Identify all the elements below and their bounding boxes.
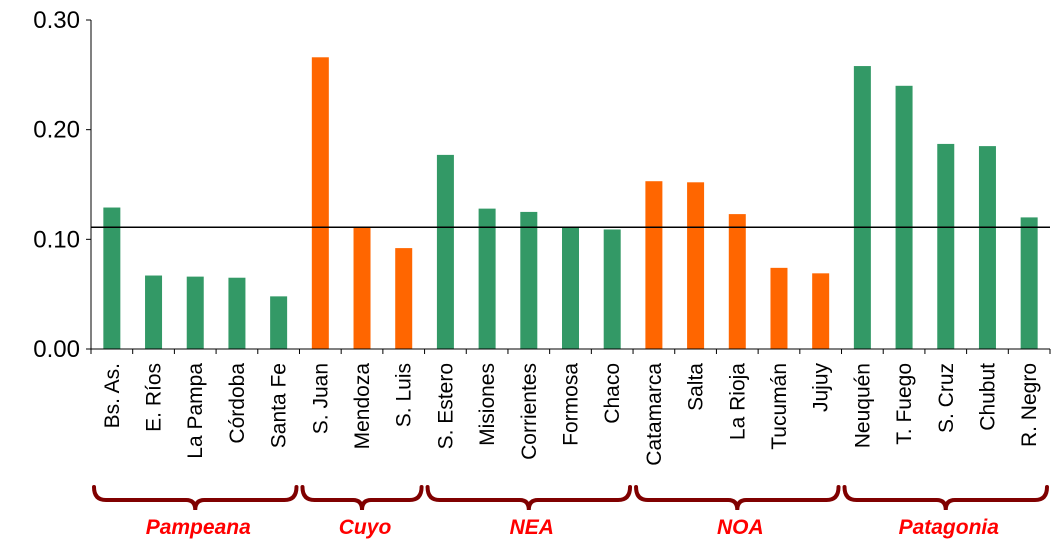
bar: [562, 227, 579, 349]
bars: [103, 57, 1038, 350]
x-tick-label: La Rioja: [726, 363, 749, 440]
region-brace: [842, 485, 1049, 511]
bar: [687, 182, 705, 349]
x-tick-label: Formosa: [560, 363, 583, 446]
region-label: Patagonia: [899, 516, 1000, 539]
x-tick-label: Jujuy: [810, 363, 833, 413]
bar: [978, 146, 996, 349]
x-tick-label: E. Ríos: [143, 363, 166, 432]
bar: [520, 211, 538, 349]
x-tick-label: Salta: [685, 363, 708, 411]
bar: [603, 229, 621, 349]
x-axis: Bs. As. E. Ríos La Pampa Córdoba Santa Fe S. …: [90, 348, 1051, 466]
bar: [395, 248, 413, 349]
y-tick-label: 0.30: [33, 7, 80, 34]
region-brace: [425, 485, 633, 511]
region-label: NEA: [510, 516, 554, 539]
region-brace: [634, 485, 841, 511]
bar: [145, 275, 163, 349]
x-tick-label: Chubut: [976, 363, 999, 431]
x-tick-label: S. Estero: [434, 363, 457, 449]
bar: [311, 57, 329, 349]
x-tick-label: S. Cruz: [935, 363, 958, 433]
region-label: Pampeana: [146, 516, 251, 539]
x-tick-label: Santa Fe: [268, 363, 291, 448]
bar: [728, 214, 746, 349]
x-tick-label: Mendoza: [351, 363, 374, 450]
region-brace: [92, 485, 299, 511]
x-tick-label: Córdoba: [226, 363, 249, 444]
bar: [812, 273, 830, 349]
x-tick-label: S. Juan: [309, 363, 332, 434]
bar: [270, 296, 288, 349]
y-axis: 0.00 0.10 0.20 0.30: [33, 7, 92, 363]
bar: [228, 277, 246, 349]
y-tick-label: 0.00: [33, 336, 80, 363]
x-tick-label: Bs. As.: [101, 363, 124, 428]
x-tick-label: La Pampa: [184, 363, 207, 459]
bar: [186, 276, 204, 349]
region-label: NOA: [717, 516, 764, 539]
y-tick-label: 0.20: [33, 117, 80, 144]
region-brace: [300, 485, 424, 511]
bar: [1020, 217, 1038, 349]
x-tick-label: R. Negro: [1018, 363, 1041, 447]
bar: [353, 227, 371, 349]
x-tick-label: Tucumán: [768, 363, 791, 450]
bar: [478, 208, 496, 349]
x-tick-label: S. Luis: [393, 363, 416, 427]
x-tick-label: Chaco: [601, 363, 624, 424]
x-tick-label: Neuquén: [851, 363, 874, 448]
y-tick-label: 0.10: [33, 226, 80, 253]
region-label: Cuyo: [339, 516, 392, 539]
bar: [853, 66, 871, 349]
x-tick-label: Corrientes: [518, 363, 541, 460]
bar: [895, 85, 913, 350]
x-tick-label: Catamarca: [643, 363, 666, 466]
bar: [645, 181, 663, 349]
region-groups: Pampeana Cuyo NEA NOA Patagonia: [92, 485, 1049, 539]
x-tick-label: Misiones: [476, 363, 499, 446]
bar: [436, 154, 454, 349]
x-tick-label: T. Fuego: [893, 363, 916, 445]
bar: [770, 267, 788, 349]
bar: [103, 207, 121, 349]
bar: [937, 143, 955, 349]
